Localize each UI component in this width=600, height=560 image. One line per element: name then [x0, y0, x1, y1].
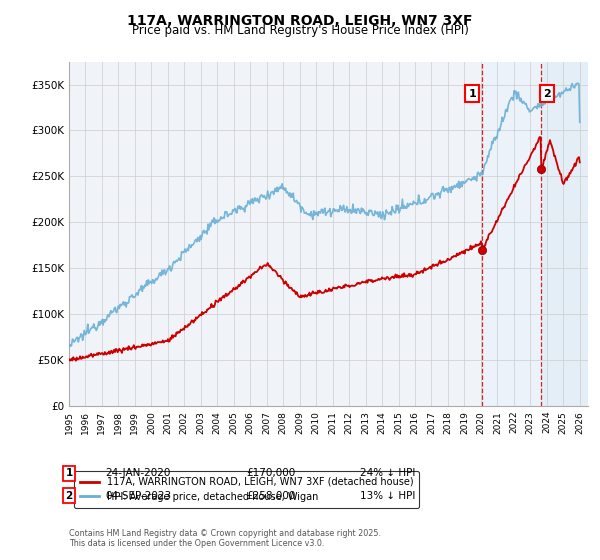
- Text: 117A, WARRINGTON ROAD, LEIGH, WN7 3XF: 117A, WARRINGTON ROAD, LEIGH, WN7 3XF: [127, 14, 473, 28]
- Text: 2: 2: [543, 88, 551, 99]
- Text: 04-SEP-2023: 04-SEP-2023: [105, 491, 171, 501]
- Legend: 117A, WARRINGTON ROAD, LEIGH, WN7 3XF (detached house), HPI: Average price, deta: 117A, WARRINGTON ROAD, LEIGH, WN7 3XF (d…: [74, 471, 419, 508]
- Text: This data is licensed under the Open Government Licence v3.0.: This data is licensed under the Open Gov…: [69, 539, 325, 548]
- Bar: [541, 62, 588, 406]
- Text: Contains HM Land Registry data © Crown copyright and database right 2025.: Contains HM Land Registry data © Crown c…: [69, 529, 381, 538]
- Bar: [482, 62, 588, 406]
- Text: 1: 1: [468, 88, 476, 99]
- Bar: [541, 62, 588, 406]
- Text: Price paid vs. HM Land Registry's House Price Index (HPI): Price paid vs. HM Land Registry's House …: [131, 24, 469, 37]
- Text: 1: 1: [65, 468, 73, 478]
- Text: 24% ↓ HPI: 24% ↓ HPI: [360, 468, 415, 478]
- Text: 2: 2: [65, 491, 73, 501]
- Text: 24-JAN-2020: 24-JAN-2020: [105, 468, 170, 478]
- Text: £258,000: £258,000: [246, 491, 295, 501]
- Text: 13% ↓ HPI: 13% ↓ HPI: [360, 491, 415, 501]
- Text: £170,000: £170,000: [246, 468, 295, 478]
